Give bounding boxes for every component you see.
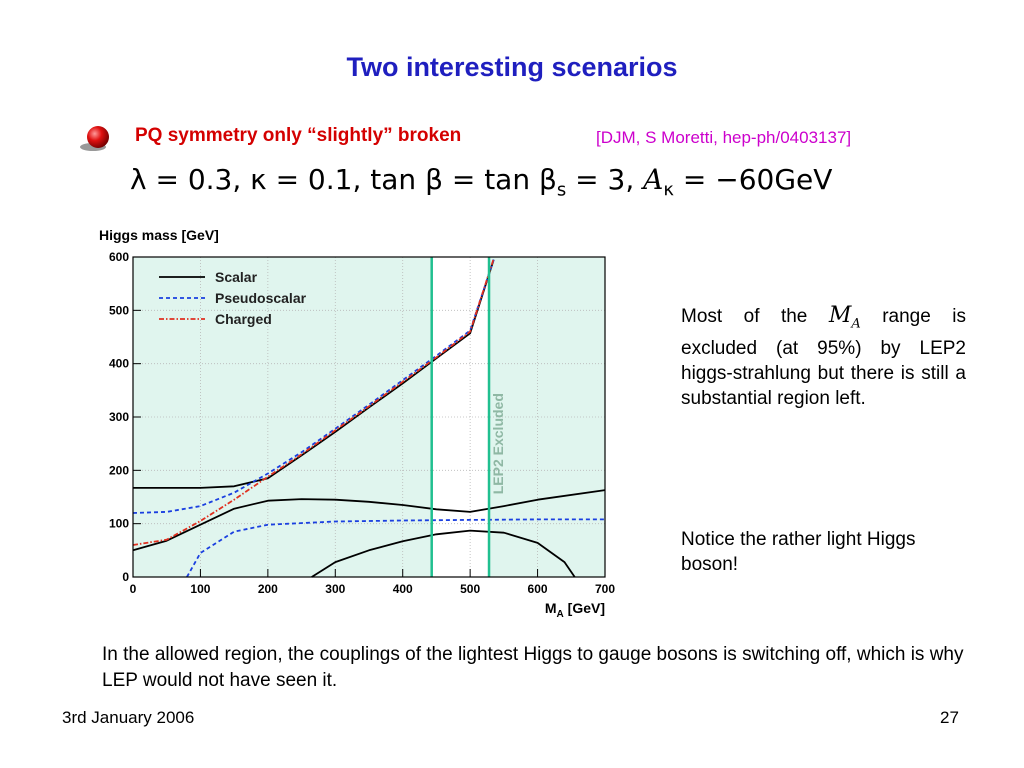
note1-pre: Most of the — [681, 306, 808, 327]
param-sub-s: s — [556, 179, 567, 201]
y-tick-label: 100 — [109, 517, 129, 531]
param-akappa-value: = −60GeV — [682, 163, 833, 196]
y-tick-label: 600 — [109, 250, 129, 264]
footer-page-number: 27 — [940, 708, 959, 727]
param-kappa: κ = 0.1, — [250, 163, 362, 196]
note1-ma: M — [828, 303, 852, 328]
excluded-region-left — [133, 257, 432, 577]
parameter-equation: λ = 0.3, κ = 0.1, tan β = tan βs = 3, Aκ… — [130, 163, 832, 201]
legend-label-pseudoscalar: Pseudoscalar — [215, 290, 307, 306]
x-axis-label: MA [GeV] — [545, 600, 605, 620]
reference-citation: [DJM, S Moretti, hep-ph/0403137] — [596, 128, 852, 147]
param-tan-value: = 3, — [575, 163, 635, 196]
y-tick-label: 500 — [109, 303, 129, 317]
body-text: In the allowed region, the couplings of … — [102, 644, 964, 691]
note-excluded-range: Most of the MA range is excluded (at 95%… — [681, 303, 966, 411]
series-line-pseudoscalar — [186, 518, 605, 578]
param-tanbeta: tan β = tan β — [370, 163, 557, 196]
x-tick-label: 100 — [190, 582, 210, 596]
footer-date: 3rd January 2006 — [62, 708, 195, 727]
x-tick-label: 0 — [130, 582, 137, 596]
bullet-sphere-icon — [80, 126, 109, 151]
param-lambda: λ = 0.3, — [130, 163, 242, 196]
note1-ma-sub: A — [851, 316, 861, 332]
legend-label-scalar: Scalar — [215, 269, 258, 285]
excluded-region-label: LEP2 Excluded — [490, 393, 506, 494]
x-tick-label: 300 — [325, 582, 345, 596]
y-tick-label: 300 — [109, 410, 129, 424]
note-light-higgs: Notice the rather light Higgs boson! — [681, 529, 916, 575]
x-tick-label: 200 — [258, 582, 278, 596]
y-axis-label: Higgs mass [GeV] — [99, 227, 219, 243]
y-tick-label: 200 — [109, 463, 129, 477]
higgs-mass-chart: 0 100 200 300 400 500 600 700 0 100 200 300 400 500 60… — [99, 227, 615, 620]
series-line-scalar — [132, 489, 606, 552]
series-line-scalar — [133, 259, 495, 489]
x-tick-label: 400 — [393, 582, 413, 596]
series-line-charged — [132, 258, 495, 546]
note1-post: range is excluded (at 95%) by LEP2 higgs… — [681, 306, 966, 410]
bullet-text: PQ symmetry only “slightly” broken — [135, 125, 462, 146]
param-akappa: A — [643, 163, 664, 196]
series-line-scalar — [311, 529, 576, 578]
x-tick-label: 500 — [460, 582, 480, 596]
x-tick-label: 600 — [528, 582, 548, 596]
x-tick-label: 700 — [595, 582, 615, 596]
legend-label-charged: Charged — [215, 311, 272, 327]
y-tick-label: 400 — [109, 357, 129, 371]
param-akappa-sub: κ — [663, 179, 674, 201]
y-tick-label: 0 — [122, 570, 129, 584]
series-line-pseudoscalar — [132, 259, 495, 514]
slide-title: Two interesting scenarios — [346, 52, 678, 82]
